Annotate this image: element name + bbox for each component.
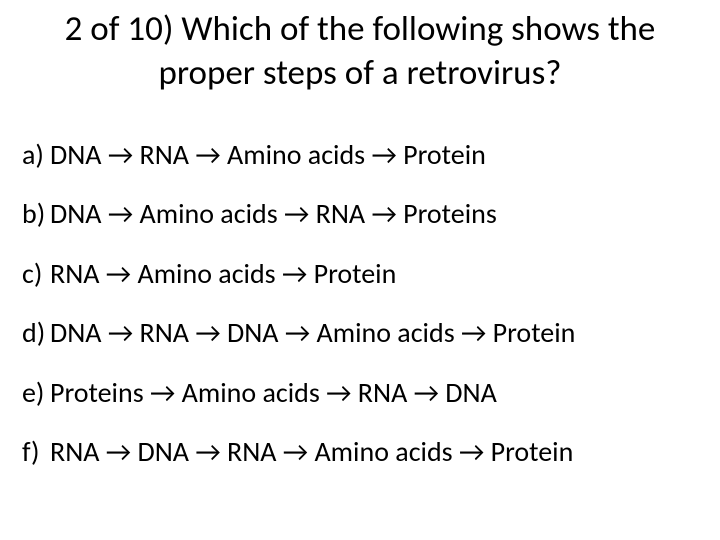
- option-text: RNA → DNA → RNA → Amino acids → Protein: [50, 434, 573, 469]
- options-list: a)DNA → RNA → Amino acids → Protein b)DN…: [18, 138, 702, 470]
- option-text: Proteins → Amino acids → RNA → DNA: [50, 375, 497, 410]
- option-b: b)DNA → Amino acids → RNA → Proteins: [22, 197, 702, 231]
- option-label: a): [22, 138, 50, 172]
- option-text: DNA → RNA → Amino acids → Protein: [50, 137, 486, 172]
- option-label: e): [22, 376, 50, 410]
- option-label: f): [22, 435, 50, 469]
- option-label: c): [22, 257, 50, 291]
- quiz-slide: 2 of 10) Which of the following shows th…: [0, 0, 720, 540]
- option-label: d): [22, 316, 50, 350]
- option-a: a)DNA → RNA → Amino acids → Protein: [22, 138, 702, 172]
- option-text: DNA → RNA → DNA → Amino acids → Protein: [50, 315, 575, 350]
- option-label: b): [22, 197, 50, 231]
- option-c: c)RNA → Amino acids → Protein: [22, 257, 702, 291]
- option-text: RNA → Amino acids → Protein: [50, 256, 396, 291]
- option-text: DNA → Amino acids → RNA → Proteins: [50, 196, 497, 231]
- option-f: f)RNA → DNA → RNA → Amino acids → Protei…: [22, 435, 702, 469]
- option-e: e)Proteins → Amino acids → RNA → DNA: [22, 376, 702, 410]
- option-d: d)DNA → RNA → DNA → Amino acids → Protei…: [22, 316, 702, 350]
- question-title: 2 of 10) Which of the following shows th…: [18, 8, 702, 96]
